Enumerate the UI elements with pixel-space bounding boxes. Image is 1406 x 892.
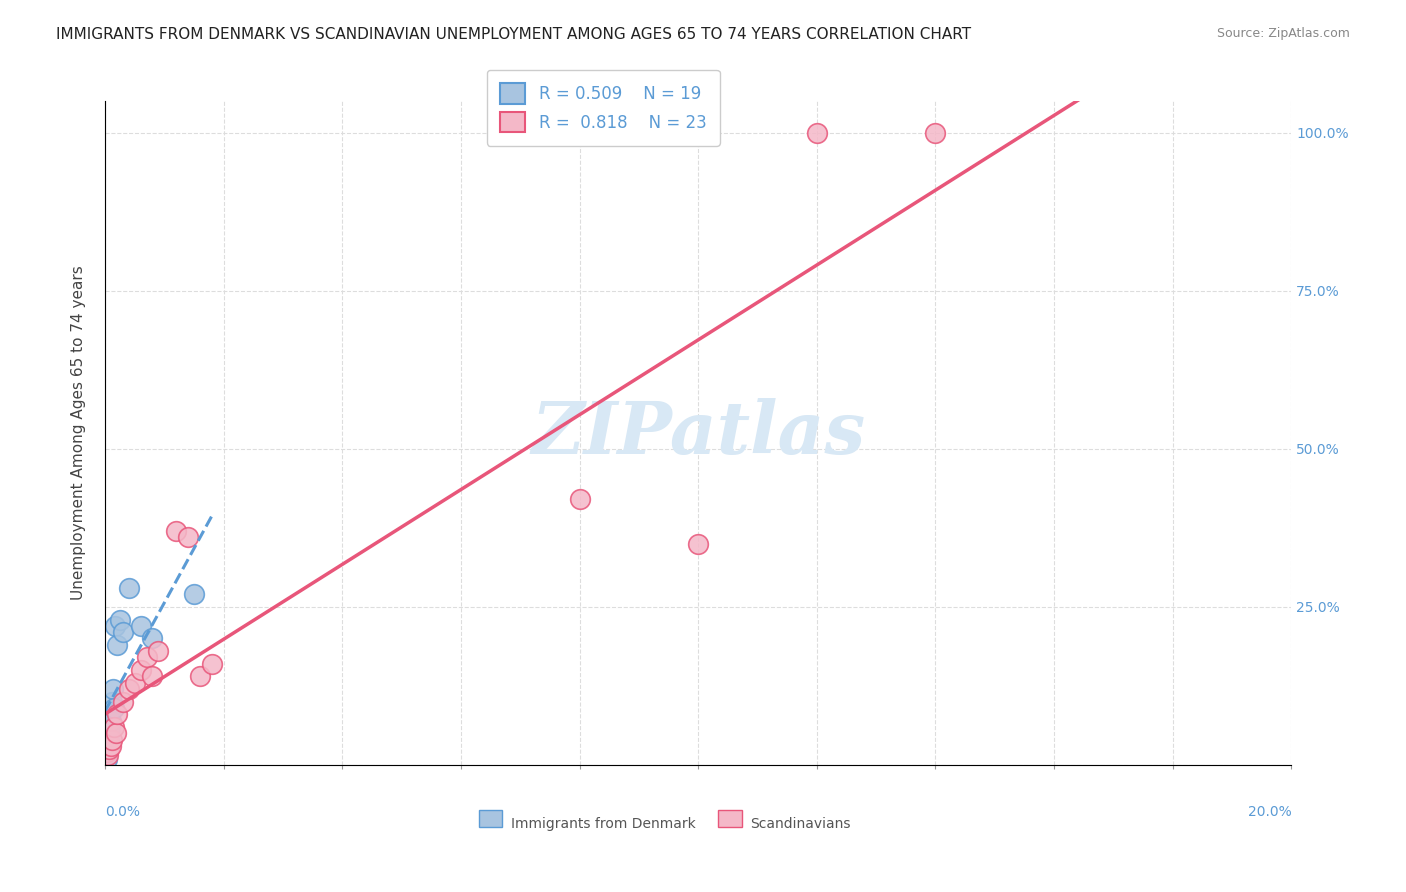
Point	[101, 695, 124, 709]
Text: Immigrants from Denmark: Immigrants from Denmark	[510, 816, 696, 830]
Text: Source: ZipAtlas.com: Source: ZipAtlas.com	[1216, 27, 1350, 40]
Point	[98, 707, 121, 722]
Legend: R = 0.509    N = 19, R =  0.818    N = 23: R = 0.509 N = 19, R = 0.818 N = 23	[486, 70, 720, 145]
Point	[141, 632, 163, 646]
Point	[100, 714, 122, 728]
Point	[129, 619, 152, 633]
Point	[104, 726, 127, 740]
Point	[124, 675, 146, 690]
Point	[97, 748, 120, 763]
Point	[97, 726, 120, 740]
Point	[97, 739, 120, 753]
Point	[118, 581, 141, 595]
Text: IMMIGRANTS FROM DENMARK VS SCANDINAVIAN UNEMPLOYMENT AMONG AGES 65 TO 74 YEARS C: IMMIGRANTS FROM DENMARK VS SCANDINAVIAN …	[56, 27, 972, 42]
Point	[96, 751, 118, 765]
Point	[100, 739, 122, 753]
Point	[98, 742, 121, 756]
Point	[96, 745, 118, 759]
Point	[101, 681, 124, 696]
Point	[806, 126, 828, 140]
Point	[129, 663, 152, 677]
Point	[177, 530, 200, 544]
Point	[201, 657, 224, 671]
Point	[105, 638, 128, 652]
Point	[141, 669, 163, 683]
Point	[103, 720, 125, 734]
Point	[118, 681, 141, 696]
Point	[165, 524, 187, 538]
Point	[183, 587, 205, 601]
Point	[188, 669, 211, 683]
Point	[96, 745, 118, 759]
Point	[104, 619, 127, 633]
Text: 20.0%: 20.0%	[1247, 805, 1291, 819]
Point	[135, 650, 157, 665]
Point	[924, 126, 946, 140]
Point	[148, 644, 170, 658]
Point	[103, 701, 125, 715]
Point	[688, 537, 710, 551]
FancyBboxPatch shape	[718, 810, 742, 827]
Text: Scandinavians: Scandinavians	[751, 816, 851, 830]
Y-axis label: Unemployment Among Ages 65 to 74 years: Unemployment Among Ages 65 to 74 years	[72, 266, 86, 600]
Text: 0.0%: 0.0%	[105, 805, 141, 819]
Point	[108, 613, 131, 627]
Point	[105, 707, 128, 722]
Point	[98, 732, 121, 747]
Point	[568, 492, 591, 507]
FancyBboxPatch shape	[478, 810, 502, 827]
Point	[101, 732, 124, 747]
Point	[98, 720, 121, 734]
Point	[111, 695, 134, 709]
Point	[111, 625, 134, 640]
Text: ZIPatlas: ZIPatlas	[531, 398, 865, 468]
